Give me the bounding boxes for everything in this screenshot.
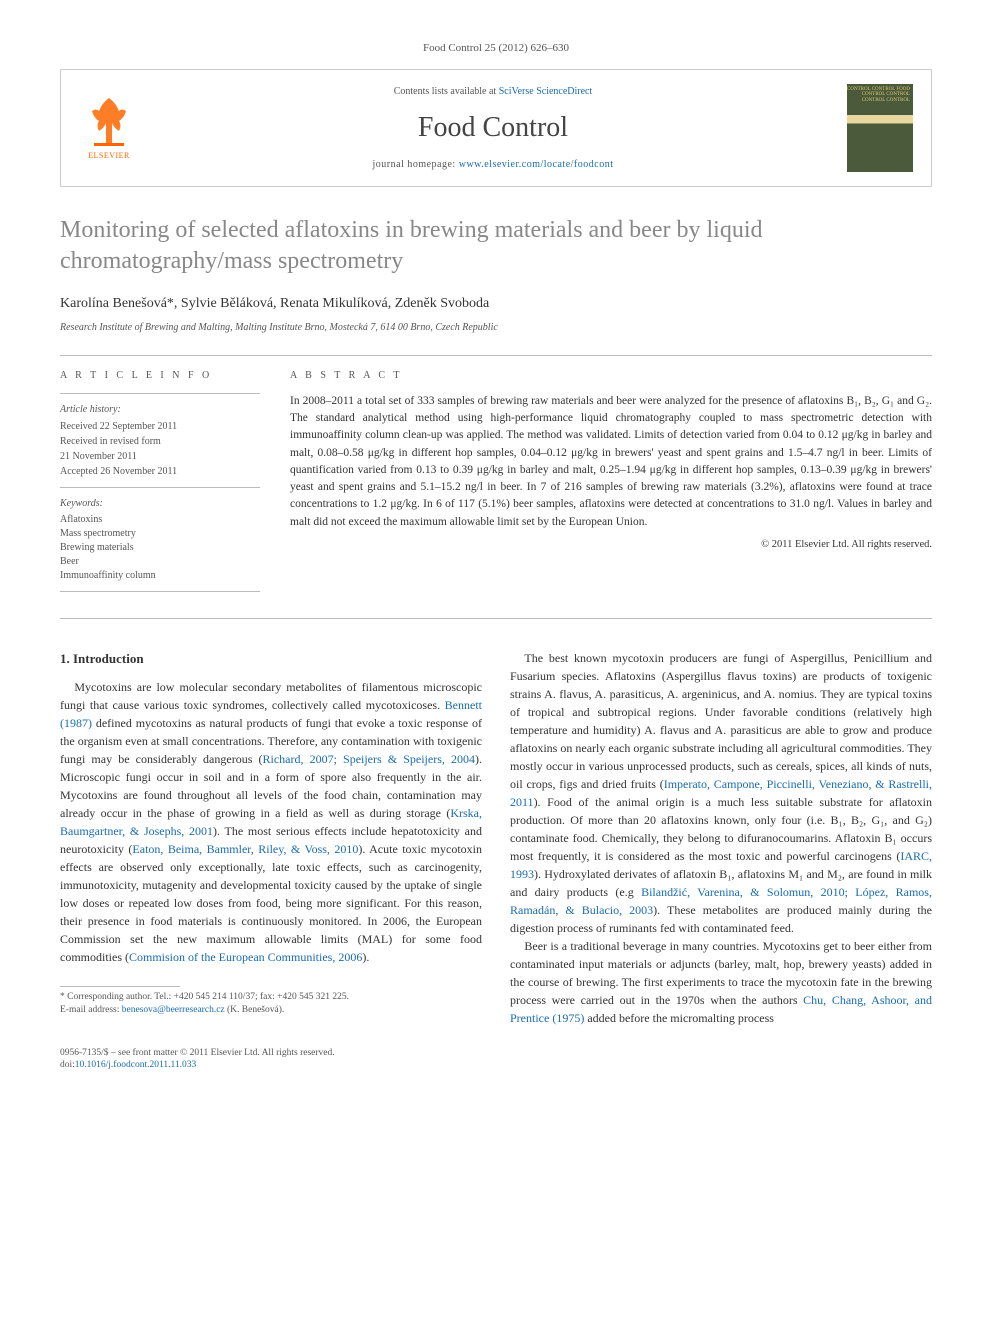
divider [60,618,932,619]
keyword: Immunoaffinity column [60,569,260,583]
footnote-email-suffix: (K. Benešová). [225,1005,285,1015]
body-text: added before the micromalting process [584,1011,774,1025]
intro-paragraph-1: Mycotoxins are low molecular secondary m… [60,678,482,966]
divider [60,355,932,356]
footnote-email-label: E-mail address: [60,1005,122,1015]
page-footer: 0956-7135/$ – see front matter © 2011 El… [60,1047,932,1072]
history-line: 21 November 2011 [60,449,260,464]
footnote-divider [60,986,180,987]
divider [60,591,260,592]
elsevier-label: ELSEVIER [88,150,130,162]
body-text: ). [362,950,369,964]
abstract-text: In 2008–2011 a total set of 333 samples … [290,393,932,531]
citation-link[interactable]: Richard, 2007; Speijers & Speijers, 2004 [262,752,475,766]
journal-cover-thumbnail: CONTROL CONTROL FOOD CONTROL CONTROL CON… [847,84,913,172]
homepage-prefix: journal homepage: [373,159,459,170]
divider [60,393,260,394]
history-heading: Article history: [60,402,260,417]
elsevier-tree-icon [84,93,134,148]
body-text: Mycotoxins are low molecular secondary m… [60,680,482,712]
sciencedirect-link[interactable]: SciVerse ScienceDirect [499,86,593,97]
article-title: Monitoring of selected aflatoxins in bre… [60,215,932,277]
intro-paragraph-2: The best known mycotoxin producers are f… [510,649,932,937]
history-line: Received in revised form [60,434,260,449]
doi-link[interactable]: 10.1016/j.foodcont.2011.11.033 [75,1060,196,1070]
article-info-heading: A R T I C L E I N F O [60,368,260,383]
keyword: Aflatoxins [60,513,260,527]
keyword: Beer [60,555,260,569]
publisher-header: ELSEVIER Contents lists available at Sci… [60,69,932,187]
divider [60,487,260,488]
body-text: The best known mycotoxin producers are f… [510,651,932,791]
abstract-heading: A B S T R A C T [290,368,932,383]
footer-copyright: 0956-7135/$ – see front matter © 2011 El… [60,1047,932,1059]
corresponding-author-footnote: * Corresponding author. Tel.: +420 545 2… [60,991,482,1016]
body-two-columns: 1. Introduction Mycotoxins are low molec… [60,649,932,1027]
footer-doi-prefix: doi: [60,1060,75,1070]
citation-link[interactable]: Eaton, Beima, Bammler, Riley, & Voss, 20… [132,842,358,856]
keyword: Mass spectrometry [60,527,260,541]
article-info-column: A R T I C L E I N F O Article history: R… [60,368,260,600]
affiliation: Research Institute of Brewing and Maltin… [60,320,932,335]
elsevier-logo: ELSEVIER [79,88,139,168]
keyword: Brewing materials [60,541,260,555]
intro-paragraph-3: Beer is a traditional beverage in many c… [510,937,932,1027]
contents-prefix: Contents lists available at [394,86,499,97]
abstract-copyright: © 2011 Elsevier Ltd. All rights reserved… [290,537,932,553]
body-text: ). Acute toxic mycotoxin effects are obs… [60,842,482,964]
history-line: Accepted 26 November 2011 [60,464,260,479]
footnote-corresponding: * Corresponding author. Tel.: +420 545 2… [60,991,482,1003]
abstract-column: A B S T R A C T In 2008–2011 a total set… [290,368,932,600]
homepage-line: journal homepage: www.elsevier.com/locat… [139,157,847,172]
journal-reference: Food Control 25 (2012) 626–630 [60,40,932,57]
keywords-heading: Keywords: [60,496,260,511]
journal-title: Food Control [139,107,847,149]
history-line: Received 22 September 2011 [60,419,260,434]
citation-link[interactable]: Commision of the European Communities, 2… [129,950,362,964]
body-text: ). Food of the animal origin is a much l… [510,795,932,863]
contents-line: Contents lists available at SciVerse Sci… [139,84,847,99]
footnote-email-link[interactable]: benesova@beerresearch.cz [122,1005,225,1015]
section-heading-introduction: 1. Introduction [60,649,482,669]
cover-text: CONTROL CONTROL FOOD CONTROL CONTROL CON… [847,87,910,104]
authors: Karolína Benešová*, Sylvie Běláková, Ren… [60,293,932,314]
homepage-link[interactable]: www.elsevier.com/locate/foodcont [459,159,614,170]
